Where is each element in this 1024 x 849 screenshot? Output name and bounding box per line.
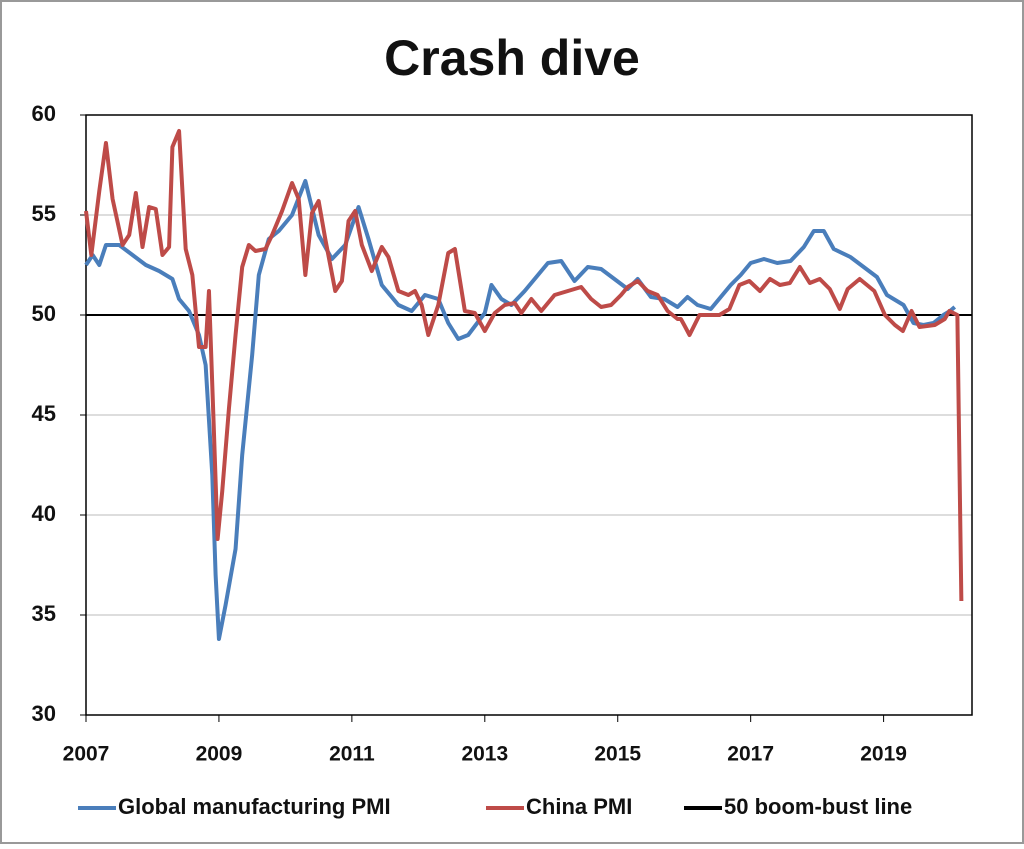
y-tick-label: 45 xyxy=(32,401,56,426)
x-tick-label: 2011 xyxy=(329,743,375,766)
plot-area xyxy=(85,114,973,716)
legend-label: China PMI xyxy=(526,794,632,819)
series-line xyxy=(84,129,964,602)
x-tick-label: 2017 xyxy=(727,743,774,766)
y-tick-label: 60 xyxy=(32,101,56,126)
x-tick-label: 2013 xyxy=(461,743,508,766)
chart-title: Crash dive xyxy=(384,30,640,86)
y-tick-label: 50 xyxy=(32,301,56,326)
legend-label: 50 boom-bust line xyxy=(724,794,912,819)
x-tick-label: 2015 xyxy=(594,743,641,766)
y-tick-label: 40 xyxy=(32,501,56,526)
x-tick-label: 2007 xyxy=(63,743,110,766)
y-tick-label: 30 xyxy=(32,701,56,726)
y-tick-label: 55 xyxy=(32,201,56,226)
y-tick-label: 35 xyxy=(32,601,56,626)
x-tick-label: 2009 xyxy=(196,743,243,766)
x-tick-label: 2019 xyxy=(860,743,907,766)
series-line xyxy=(84,179,957,641)
legend-label: Global manufacturing PMI xyxy=(118,794,391,819)
